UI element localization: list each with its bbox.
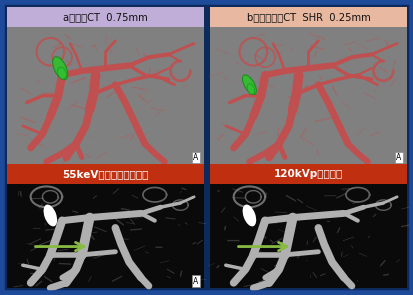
Text: b：超高精細CT  SHR  0.25mm: b：超高精細CT SHR 0.25mm xyxy=(246,12,370,22)
Bar xyxy=(209,164,406,184)
Ellipse shape xyxy=(242,204,256,226)
Text: A: A xyxy=(193,153,198,162)
Ellipse shape xyxy=(247,84,254,94)
Text: A: A xyxy=(395,153,401,162)
Bar xyxy=(209,27,406,164)
Text: A: A xyxy=(193,276,198,286)
Bar xyxy=(7,7,204,27)
Ellipse shape xyxy=(242,75,256,94)
Bar xyxy=(7,164,204,184)
Text: a：既存CT  0.75mm: a：既存CT 0.75mm xyxy=(63,12,147,22)
Bar xyxy=(7,184,204,288)
Text: 120kVp造影のみ: 120kVp造影のみ xyxy=(273,169,342,179)
Ellipse shape xyxy=(43,204,57,226)
Bar xyxy=(209,7,406,27)
Text: 55keVサブトラクション: 55keVサブトラクション xyxy=(62,169,148,179)
Bar xyxy=(7,27,204,164)
Bar xyxy=(209,184,406,288)
Ellipse shape xyxy=(52,57,67,80)
Ellipse shape xyxy=(57,67,66,79)
